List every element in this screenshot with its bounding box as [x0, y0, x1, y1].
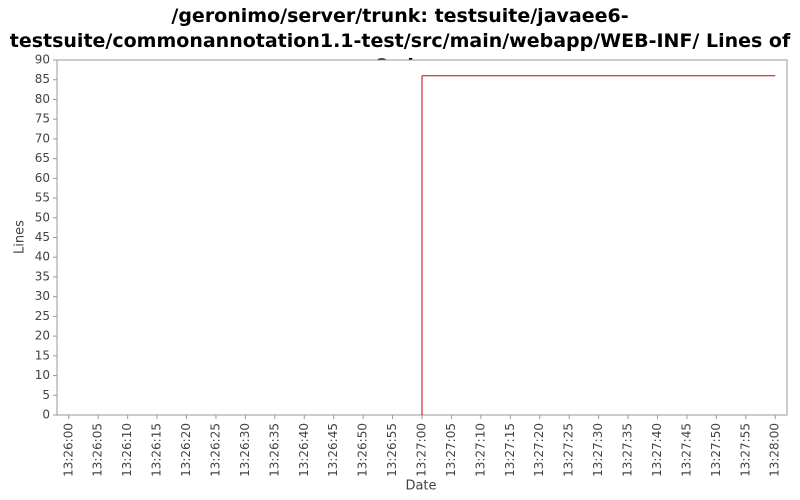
x-tick-label: 13:26:05	[91, 423, 105, 477]
y-tick-label: 70	[35, 131, 50, 145]
x-tick-label: 13:27:00	[415, 423, 429, 477]
y-tick-label: 20	[35, 329, 50, 343]
x-tick-label: 13:27:05	[444, 423, 458, 477]
x-tick-label: 13:26:50	[356, 423, 370, 477]
y-tick-label: 90	[35, 53, 50, 67]
y-tick-label: 45	[35, 230, 50, 244]
x-tick-label: 13:26:55	[385, 423, 399, 477]
y-tick-label: 50	[35, 210, 50, 224]
y-axis-label: Lines	[13, 220, 28, 254]
x-tick-label: 13:26:35	[267, 423, 281, 477]
x-tick-label: 13:27:10	[473, 423, 487, 477]
x-tick-label: 13:27:20	[532, 423, 546, 477]
y-tick-label: 60	[35, 171, 50, 185]
y-tick-label: 5	[42, 388, 50, 402]
x-tick-label: 13:27:15	[503, 423, 517, 477]
x-tick-label: 13:26:25	[208, 423, 222, 477]
y-tick-label: 0	[42, 408, 50, 422]
x-tick-label: 13:27:40	[650, 423, 664, 477]
y-tick-label: 40	[35, 250, 50, 264]
x-tick-label: 13:26:45	[326, 423, 340, 477]
x-tick-label: 13:26:15	[150, 423, 164, 477]
y-tick-label: 75	[35, 112, 50, 126]
y-tick-label: 80	[35, 92, 50, 106]
y-tick-label: 25	[35, 309, 50, 323]
y-tick-label: 30	[35, 289, 50, 303]
x-tick-label: 13:27:45	[679, 423, 693, 477]
x-tick-label: 13:26:30	[238, 423, 252, 477]
x-tick-label: 13:27:55	[738, 423, 752, 477]
x-tick-label: 13:27:30	[591, 423, 605, 477]
y-tick-label: 55	[35, 191, 50, 205]
y-tick-label: 85	[35, 72, 50, 86]
y-tick-label: 65	[35, 151, 50, 165]
x-tick-label: 13:28:00	[768, 423, 782, 477]
x-tick-label: 13:26:40	[297, 423, 311, 477]
x-tick-label: 13:26:00	[61, 423, 75, 477]
x-tick-label: 13:27:50	[709, 423, 723, 477]
x-tick-label: 13:26:10	[120, 423, 134, 477]
y-tick-label: 15	[35, 348, 50, 362]
x-axis-label: Date	[405, 479, 436, 494]
x-tick-label: 13:27:35	[621, 423, 635, 477]
y-tick-label: 35	[35, 269, 50, 283]
x-tick-label: 13:27:25	[562, 423, 576, 477]
y-tick-label: 10	[35, 368, 50, 382]
x-tick-label: 13:26:20	[179, 423, 193, 477]
